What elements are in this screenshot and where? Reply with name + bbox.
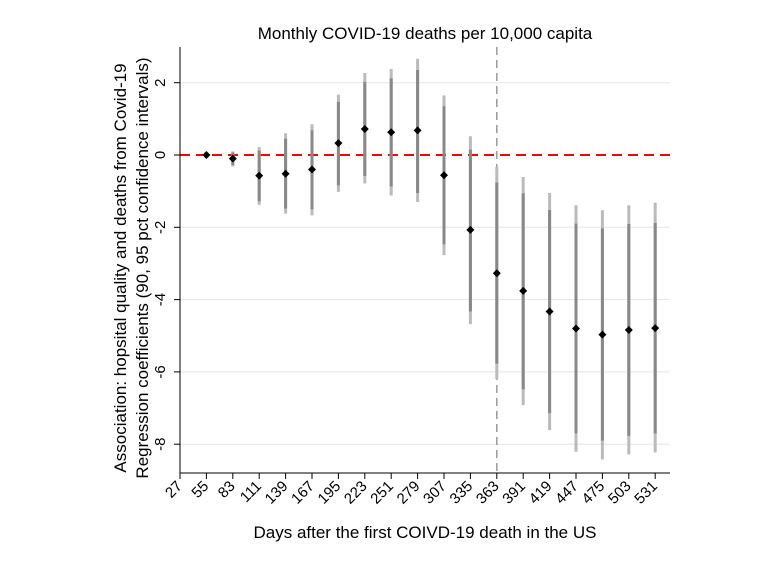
y-tick-label: 0 (152, 151, 169, 159)
x-tick-label: 447 (552, 478, 582, 508)
x-tick-label: 167 (288, 478, 318, 508)
point-estimate (440, 171, 448, 180)
x-tick-label: 279 (394, 478, 424, 508)
x-tick-label: 391 (499, 478, 529, 508)
x-tick-label: 111 (237, 478, 265, 506)
x-tick-label: 27 (162, 478, 186, 502)
point-estimate (545, 307, 554, 316)
point-estimate (360, 124, 369, 133)
point-estimate (228, 154, 237, 163)
point-estimate (651, 324, 660, 333)
point-estimate (413, 126, 422, 135)
point-estimate (281, 169, 290, 178)
y-tick-label: -2 (152, 221, 169, 234)
point-estimate (202, 151, 211, 159)
x-tick-label: 223 (341, 478, 371, 508)
point-estimate (387, 128, 396, 137)
confidence-intervals (204, 58, 657, 460)
x-axis-title: Days after the first COIVD-19 death in t… (254, 523, 597, 542)
y-tick-label: -8 (152, 438, 169, 451)
x-tick-label: 55 (188, 478, 212, 502)
point-estimate (598, 330, 607, 339)
reference-lines (180, 47, 670, 473)
x-tick-label: 251 (367, 478, 397, 508)
point-estimate (255, 171, 264, 180)
point-estimates (202, 124, 660, 339)
x-tick-label: 195 (315, 478, 345, 508)
point-estimate (519, 286, 528, 295)
x-tick-label: 531 (631, 478, 661, 508)
x-tick-label: 307 (420, 478, 450, 508)
y-tick-label: -6 (152, 365, 169, 378)
x-tick-label: 419 (526, 478, 556, 508)
point-estimate (308, 165, 316, 174)
y-axis-title-line-1: Association: hopsital quality and deaths… (111, 63, 130, 472)
grid-lines (180, 82, 670, 445)
point-estimate (624, 325, 633, 334)
point-estimate (492, 269, 501, 278)
x-tick-label: 83 (215, 478, 239, 502)
chart-title: Monthly COVID-19 deaths per 10,000 capit… (258, 24, 593, 43)
x-tick-label: 503 (605, 478, 635, 508)
axes (174, 47, 670, 479)
y-tick-labels: 2 0 -2 -4 -6 -8 (152, 79, 169, 451)
y-tick-label: 2 (152, 79, 169, 87)
x-tick-label: 139 (262, 478, 292, 508)
point-estimate (334, 139, 343, 148)
y-tick-label: -4 (152, 293, 169, 306)
y-axis-title-line-2: Regression coefficients (90, 95 pct conf… (133, 57, 152, 478)
x-tick-labels: 27 55 831111391671952232512793073353633914… (162, 478, 661, 508)
point-estimate (466, 225, 475, 234)
x-tick-label: 475 (579, 478, 609, 508)
x-tick-label: 335 (447, 478, 477, 508)
point-estimate (572, 324, 580, 333)
x-tick-label: 363 (473, 478, 503, 508)
